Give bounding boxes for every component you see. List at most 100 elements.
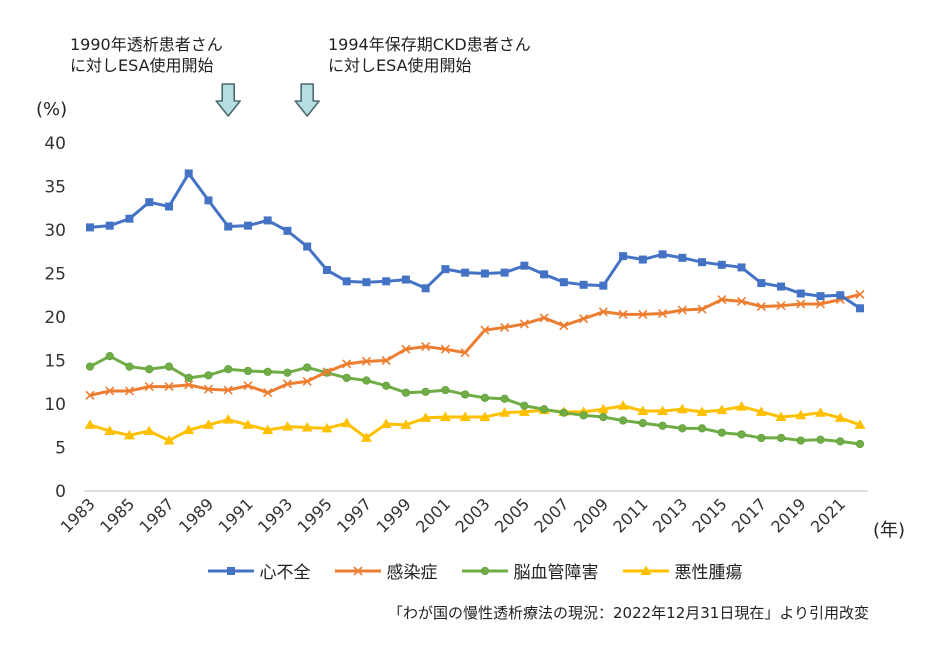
data-point [441, 385, 450, 395]
source-note: 「わが国の慢性透析療法の現況：2022年12月31日現在」より引用改変 [388, 604, 870, 622]
data-point [697, 424, 707, 433]
data-point [421, 284, 430, 293]
x-tick-label: 1987 [136, 494, 178, 536]
data-point [776, 301, 786, 311]
data-point [203, 384, 214, 394]
data-point [777, 282, 786, 291]
data-point [242, 419, 254, 429]
x-tick-label: 2019 [767, 494, 809, 536]
data-point [698, 258, 707, 267]
data-point [460, 348, 470, 358]
data-point [618, 309, 628, 319]
x-tick-label: 1999 [372, 494, 414, 536]
data-point [638, 309, 648, 319]
data-point [401, 388, 410, 397]
series-line-1 [89, 292, 861, 397]
data-point [520, 261, 529, 270]
data-point [756, 301, 766, 312]
data-point [163, 435, 175, 445]
data-point [342, 277, 351, 286]
data-point [856, 304, 864, 313]
x-tick-label: 1985 [96, 494, 138, 536]
data-point [461, 268, 470, 277]
data-point [775, 411, 787, 422]
y-tick-label: 10 [44, 395, 66, 415]
data-point [836, 291, 845, 300]
data-point [559, 408, 568, 417]
data-point [222, 414, 234, 424]
data-point [598, 307, 608, 317]
data-point [717, 428, 726, 437]
data-point [815, 407, 827, 417]
data-point [796, 299, 806, 309]
data-point [341, 417, 353, 428]
series-line-3 [89, 404, 861, 443]
data-point [697, 304, 707, 314]
data-point [360, 432, 372, 442]
data-point [263, 367, 272, 376]
data-point [579, 280, 588, 289]
plot-area [84, 169, 866, 449]
data-point [243, 221, 252, 230]
data-point [382, 381, 391, 390]
data-point [461, 390, 470, 399]
x-tick-label: 2013 [649, 494, 691, 536]
data-point [263, 216, 272, 225]
x-tick-label: 2001 [412, 494, 454, 536]
y-tick-label: 20 [44, 308, 66, 328]
legend-swatch-circle-icon [461, 566, 508, 575]
x-tick-label: 1991 [215, 494, 257, 536]
data-point [401, 275, 410, 284]
annotation-1994: 1994年保存期CKD患者さん に対しESA使用開始 [328, 34, 531, 76]
data-point [597, 403, 609, 414]
data-point [184, 373, 193, 383]
data-point [500, 268, 509, 277]
x-tick-label: 2017 [728, 494, 770, 536]
data-point [539, 313, 549, 323]
x-tick-label: 1989 [175, 494, 217, 536]
data-point [717, 295, 727, 305]
data-point [816, 292, 825, 301]
data-point [283, 368, 292, 377]
y-tick-label: 30 [44, 221, 66, 241]
data-point [737, 263, 746, 272]
legend-swatch-triangle-icon [622, 565, 669, 575]
legend-item-heart-failure: 心不全 [207, 558, 311, 583]
data-point [401, 344, 411, 354]
data-point [776, 433, 786, 443]
data-point [500, 322, 510, 333]
data-point [224, 365, 233, 374]
data-point [125, 214, 134, 223]
data-point [84, 419, 96, 429]
data-point [696, 406, 708, 416]
data-point [145, 198, 154, 207]
data-point [518, 406, 530, 416]
data-point [757, 433, 766, 443]
data-point [716, 404, 728, 415]
data-point [638, 255, 647, 264]
x-tick-label: 2015 [688, 494, 730, 536]
data-point [796, 289, 805, 298]
data-point [124, 386, 135, 396]
legend-marker [480, 566, 489, 575]
legend-label: 感染症 [386, 563, 438, 583]
data-point [519, 319, 529, 329]
data-point [657, 308, 668, 319]
data-point [322, 266, 331, 275]
data-point [184, 380, 194, 390]
data-point [183, 424, 195, 435]
legend-label: 悪性腫瘍 [674, 563, 743, 583]
data-point [322, 367, 332, 377]
data-point [420, 412, 432, 422]
x-tick-label: 2021 [807, 494, 849, 536]
data-point [283, 226, 292, 235]
data-point [380, 418, 392, 429]
data-point [599, 281, 608, 290]
data-point [204, 196, 213, 205]
data-point [836, 437, 845, 446]
data-point [658, 421, 667, 430]
data-point [85, 362, 95, 371]
x-axis: 1983198519871989199119931995199719992001… [57, 490, 868, 537]
data-point [262, 424, 274, 435]
data-point [85, 390, 95, 400]
